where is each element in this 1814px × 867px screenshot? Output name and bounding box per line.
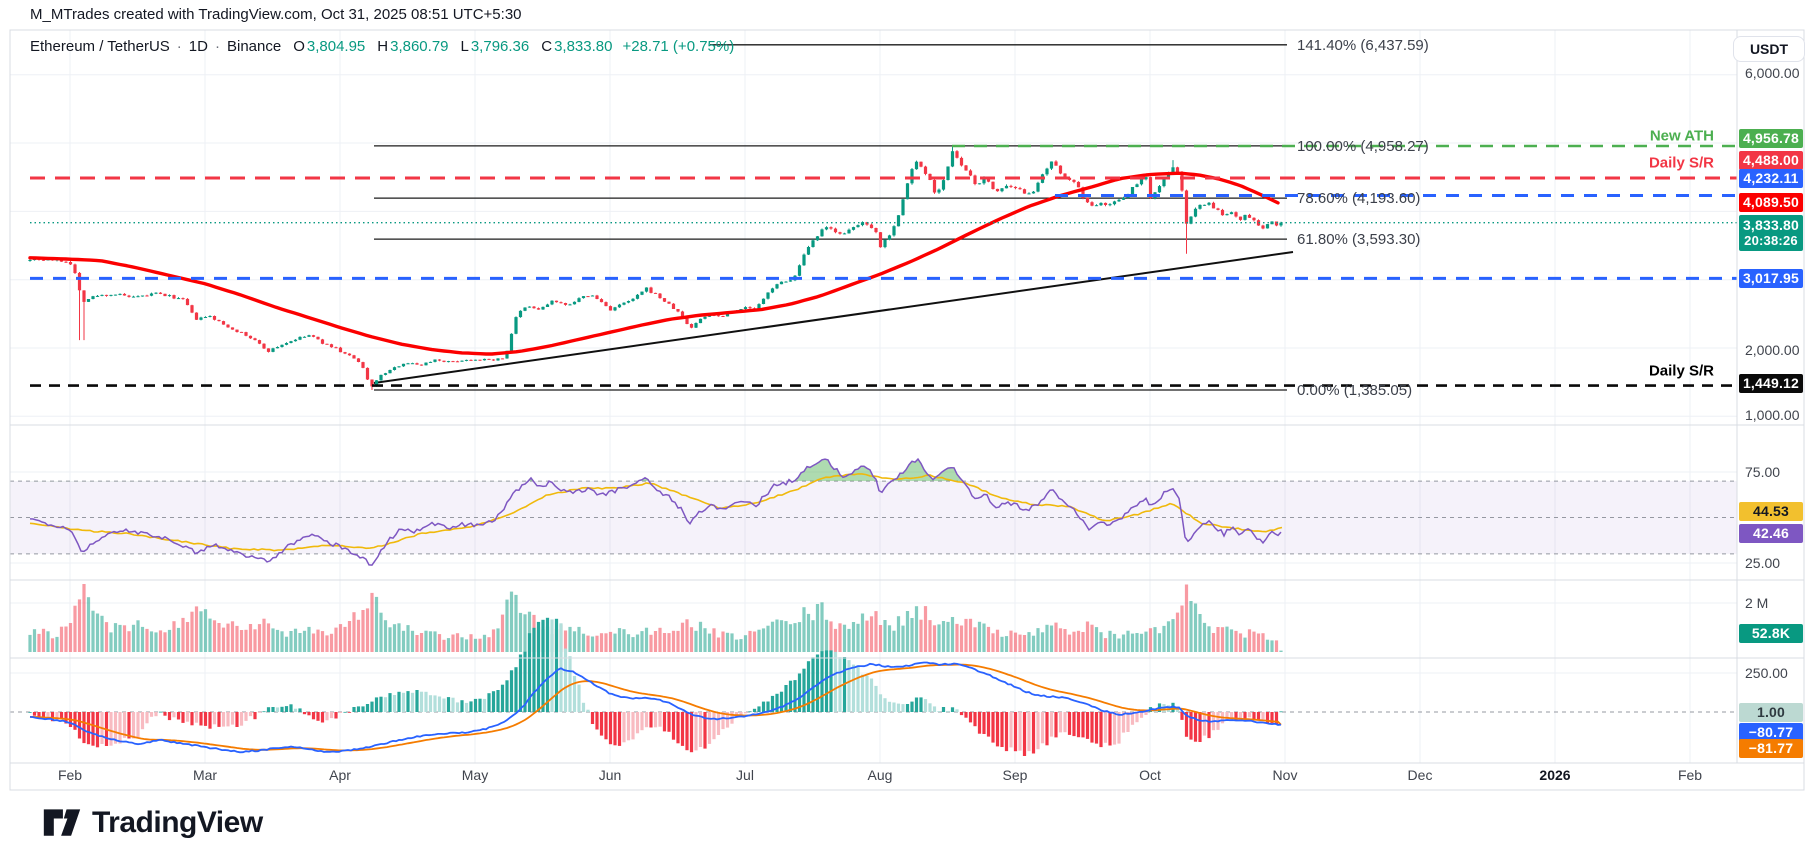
price-axis-label: 25.00 [1745,555,1781,571]
rsi-overbought-fill [528,459,963,482]
time-axis-label[interactable]: Nov [1272,767,1298,783]
ohlc-letter: C [541,38,553,55]
price-axis-label: 6,000.00 [1745,65,1800,81]
price-axis-label: 2,000.00 [1745,342,1800,358]
blue-level-upper-price-badge: 4,232.11 [1739,168,1803,188]
candlestick-series [28,146,1283,390]
time-axis-label[interactable]: May [461,767,489,783]
macd-signal-line [30,663,1282,752]
price-axis-label: 2 M [1745,595,1769,611]
rsi-line [29,457,1282,566]
daily-sr-lower-label: Daily S/R [1648,362,1714,380]
fib-label: 100.00% (4,958.27) [1297,138,1429,155]
change-value: +28.71 (+0.75%) [622,38,735,55]
currency-button[interactable]: USDT [1733,36,1805,62]
price-axis-label: 250.00 [1745,665,1788,681]
time-axis-label[interactable]: Dec [1407,767,1433,783]
ohlc-value: 3,860.79 [390,38,449,55]
time-axis-label[interactable]: Sep [1002,767,1028,783]
ohlc-letter: O [293,38,305,55]
separator: · [176,38,182,55]
new-ath-price-badge: 4,956.78 [1739,128,1803,148]
tradingview-logo-text: TradingView [92,806,263,839]
rsi-ma-value-badge: 44.53 [1739,501,1803,521]
ma-value-badge: 4,089.50 [1739,192,1803,212]
separator: · [214,38,220,55]
volume-series [28,584,1283,652]
time-axis-label[interactable]: Feb [57,767,83,783]
tradingview-logo-icon [43,809,81,836]
fib-label: 78.60% (4,193.60) [1297,190,1420,207]
tradingview-logo[interactable]: TradingView [42,806,263,840]
ohlc-value: 3,833.80 [554,38,613,55]
fib-label: 61.80% (3,593.30) [1297,231,1420,248]
symbol-legend: Ethereum / TetherUS · 1D · Binance O 3,804.95 H… [30,38,734,55]
grid [10,30,1737,763]
volume-value-badge: 52.8K [1739,623,1803,643]
hist-value-badge: 1.00 [1739,702,1803,722]
panel-separators [9,29,1805,791]
time-axis-label[interactable]: Jul [736,767,754,783]
price-axis-label: 75.00 [1745,464,1781,480]
fib-label: 141.40% (6,437.59) [1297,37,1429,54]
fib-labels: 141.40% (6,437.59) 100.00% (4,958.27) 78.6… [1297,37,1429,399]
time-axis-label[interactable]: Mar [192,767,218,783]
time-axis-label[interactable]: Oct [1139,767,1161,783]
rsi-value-badge: 42.46 [1739,523,1803,543]
new-ath-label: New ATH [1649,127,1714,145]
countdown-timer: 20:38:26 [1744,233,1798,248]
ohlc-value: 3,804.95 [306,38,366,55]
fib-label: 0.00% (1,385.05) [1297,382,1412,399]
trendline[interactable] [373,251,1294,384]
macd-value-badge: −80.77 [1739,722,1803,742]
symbol-name: Ethereum / TetherUS [30,38,170,55]
level-lines [30,144,1737,387]
time-axis-label[interactable]: 2026 [1539,767,1571,783]
interval-label: 1D [188,38,208,55]
price-axis-label: 1,000.00 [1745,407,1800,423]
time-axis-label[interactable]: Feb [1677,767,1703,783]
exchange-name: Binance [226,38,282,55]
daily-sr-lower-price-badge: 1,449.12 [1739,373,1803,393]
attribution-text: M_MTrades created with TradingView.com, … [30,6,522,23]
daily-sr-upper-price-badge: 4,488.00 [1739,150,1803,170]
time-axis-label[interactable]: Aug [867,767,893,783]
time-axis-label[interactable]: Jun [598,767,622,783]
ma-line [28,171,1280,356]
last-price-badge: 3,833.80 20:38:26 [1739,215,1803,251]
time-axis-label[interactable]: Apr [329,767,351,783]
blue-level-lower-price-badge: 3,017.95 [1739,268,1803,288]
daily-sr-upper-label: Daily S/R [1648,154,1714,172]
ohlc-letter: L [460,38,469,55]
ohlc-letter: H [377,38,389,55]
rsi-band [10,480,1737,555]
macd-line [29,661,1282,754]
ohlc-value: 3,796.36 [470,38,530,55]
signal-value-badge: −81.77 [1739,738,1803,758]
